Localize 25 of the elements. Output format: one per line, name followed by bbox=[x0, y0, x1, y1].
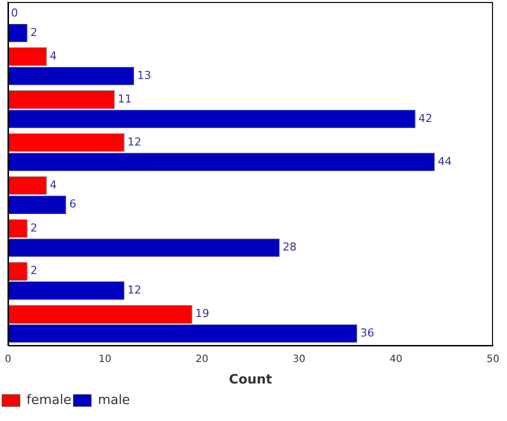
data-label: 28 bbox=[282, 240, 297, 254]
x-tick-label: 50 bbox=[486, 354, 500, 365]
data-label: 11 bbox=[118, 92, 132, 106]
data-label: 12 bbox=[127, 284, 142, 297]
data-label: 36 bbox=[360, 326, 374, 340]
x-tick-label: 10 bbox=[98, 354, 112, 365]
data-label: 0 bbox=[11, 6, 18, 20]
data-label: 12 bbox=[127, 135, 142, 148]
data-label: 13 bbox=[137, 68, 152, 82]
data-label: 2 bbox=[30, 26, 38, 39]
data-label: 4 bbox=[50, 50, 57, 63]
data-label: 2 bbox=[30, 221, 38, 234]
data-label: 4 bbox=[50, 178, 57, 192]
data-label: 44 bbox=[438, 154, 452, 168]
x-tick-label: 0 bbox=[4, 354, 12, 365]
x-tick-label: 30 bbox=[292, 354, 306, 365]
data-label: 42 bbox=[418, 112, 432, 125]
data-label: 19 bbox=[195, 307, 210, 320]
legend-label: male bbox=[98, 392, 130, 408]
data-label: 2 bbox=[30, 264, 38, 278]
x-axis-title: Count bbox=[228, 372, 272, 388]
legend-label: female bbox=[26, 392, 72, 408]
x-tick-label: 40 bbox=[390, 354, 402, 365]
x-tick-label: 20 bbox=[196, 354, 208, 365]
data-label: 6 bbox=[69, 198, 76, 211]
